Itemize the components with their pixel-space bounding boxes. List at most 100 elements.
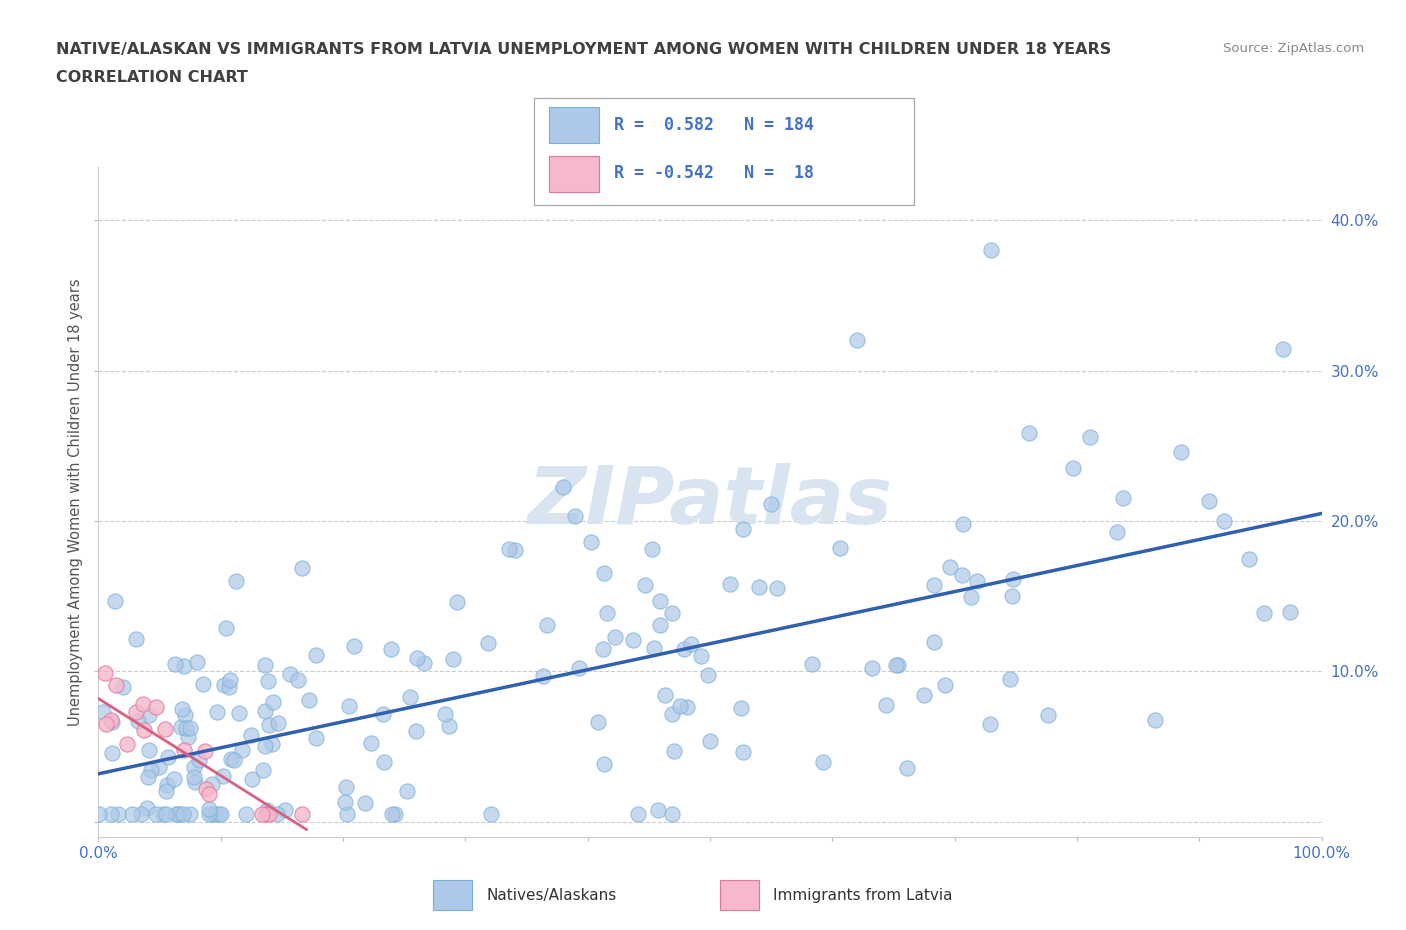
Point [960,590,983,604]
Point [536,618,558,632]
Point [661,807,683,822]
Point [179,721,201,736]
Point [1143,712,1166,727]
Point [135,801,157,816]
Point [896,761,918,776]
Point [117,737,139,751]
Point [371,706,394,721]
Point [648,618,671,632]
Point [183,760,205,775]
Point [627,807,650,822]
Point [593,756,616,771]
Point [94,716,117,731]
Point [197,787,219,802]
Point [208,807,231,822]
Point [661,605,683,620]
Text: ZIPatlas: ZIPatlas [527,463,893,541]
Point [167,807,190,822]
Point [132,697,155,711]
Point [121,807,143,822]
Point [152,807,174,822]
Point [718,577,741,591]
Point [127,714,149,729]
Point [586,715,609,730]
Point [145,807,167,822]
Point [266,807,288,822]
Point [101,714,124,729]
Point [174,721,197,736]
Point [107,807,129,822]
Point [257,673,280,688]
Point [593,566,616,581]
Point [922,635,945,650]
Point [183,770,205,785]
Point [596,605,619,620]
Point [1279,604,1302,619]
Point [801,657,824,671]
Point [165,807,187,822]
Point [333,794,356,809]
Y-axis label: Unemployment Among Women with Children Under 18 years: Unemployment Among Women with Children U… [67,278,83,726]
Point [259,718,281,733]
Point [373,754,395,769]
Point [437,719,460,734]
Point [730,701,752,716]
Point [980,243,1002,258]
Text: Source: ZipAtlas.com: Source: ZipAtlas.com [1223,42,1364,55]
Point [87,807,110,822]
Point [212,768,235,783]
Bar [433,880,472,910]
Point [215,620,238,635]
Text: R =  0.582   N = 184: R = 0.582 N = 184 [614,116,814,134]
Point [912,688,935,703]
Point [278,667,301,682]
Point [100,712,122,727]
Point [91,705,114,720]
Point [759,497,782,512]
Point [156,777,179,792]
Point [654,687,676,702]
Point [197,807,219,822]
Point [413,656,436,671]
Point [305,731,328,746]
Point [148,760,170,775]
Point [697,668,720,683]
Point [166,807,188,822]
Point [224,753,246,768]
Point [647,803,669,817]
Point [1078,430,1101,445]
Point [1001,571,1024,586]
Point [235,807,257,822]
Point [201,776,224,790]
Point [183,775,205,790]
Point [564,509,586,524]
Point [531,669,554,684]
Point [690,649,713,664]
Point [157,750,180,764]
Point [129,807,152,822]
Point [170,720,193,735]
Point [380,642,402,657]
Point [254,738,277,753]
Point [353,796,375,811]
Point [254,807,277,822]
Point [1105,525,1128,539]
Point [621,632,644,647]
Bar [550,156,599,192]
Point [239,728,262,743]
Point [253,704,276,719]
Point [661,707,683,722]
Point [173,658,195,673]
Point [641,541,664,556]
Point [568,660,591,675]
Point [405,724,427,738]
Point [256,803,278,817]
Point [581,535,603,550]
Point [219,672,242,687]
Point [1272,342,1295,357]
Point [998,671,1021,686]
Point [603,630,626,644]
Point [298,692,321,707]
Point [209,807,232,822]
Point [380,807,402,822]
